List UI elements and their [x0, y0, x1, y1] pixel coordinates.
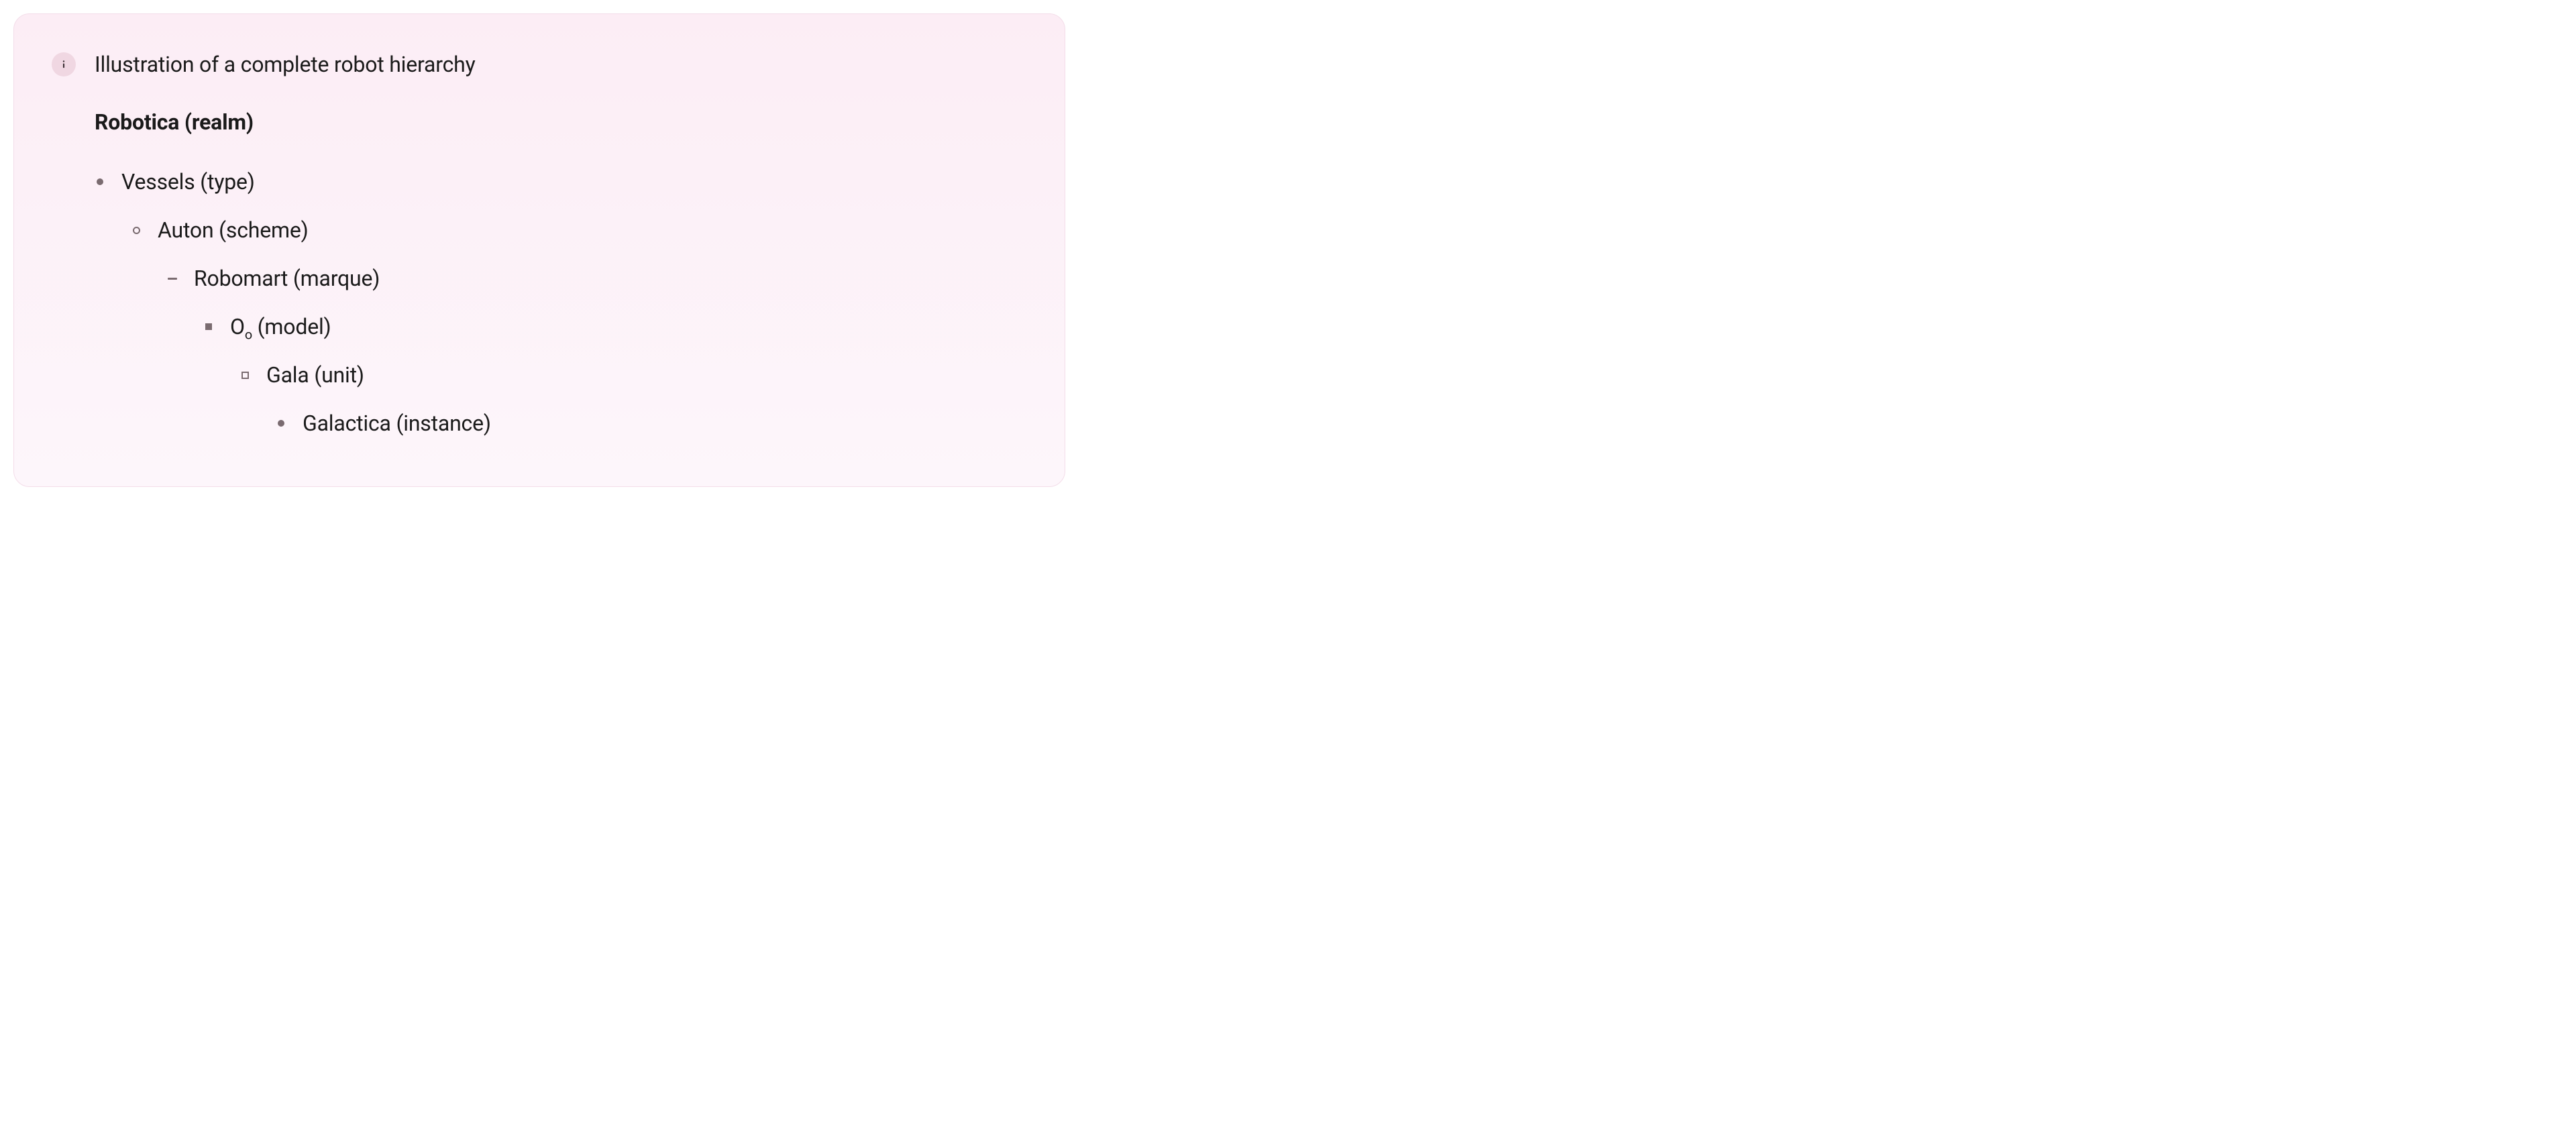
- tree-level-1: Vessels (type) Auton (scheme): [95, 167, 1027, 438]
- info-callout: Illustration of a complete robot hierarc…: [13, 13, 1065, 487]
- tree-level-2: Auton (scheme) Robomart (marque): [131, 215, 1027, 438]
- tree-label-model: Oo (model): [230, 312, 1027, 341]
- callout-title: Illustration of a complete robot hierarc…: [95, 52, 476, 77]
- callout-content: Robotica (realm) Vessels (type) Auton (s…: [52, 109, 1027, 438]
- hierarchy-root: Robotica (realm): [95, 109, 1027, 135]
- tree-level-6: Galactica (instance): [276, 409, 1027, 438]
- tree-label-marque: Robomart (marque): [194, 264, 1027, 293]
- tree-label-scheme: Auton (scheme): [158, 215, 1027, 245]
- bullet-square-hollow-icon: [239, 360, 250, 390]
- bullet-dash-icon: [167, 264, 178, 293]
- bullet-square-filled-icon: [203, 312, 214, 341]
- tree-label-instance: Galactica (instance): [303, 409, 1027, 438]
- bullet-circle-icon: [131, 215, 142, 245]
- tree-level-4: Oo (model) Gala (unit): [203, 312, 1027, 438]
- hierarchy-tree: Vessels (type) Auton (scheme): [95, 167, 1027, 438]
- tree-level-3: Robomart (marque) Oo (model): [167, 264, 1027, 438]
- tree-level-5: Gala (unit): [239, 360, 1027, 438]
- bullet-disc-icon: [95, 167, 105, 197]
- callout-header: Illustration of a complete robot hierarc…: [52, 52, 1027, 77]
- tree-label-unit: Gala (unit): [266, 360, 1027, 390]
- info-icon: [52, 52, 76, 76]
- bullet-disc-icon: [276, 409, 286, 438]
- tree-label-type: Vessels (type): [121, 167, 1027, 197]
